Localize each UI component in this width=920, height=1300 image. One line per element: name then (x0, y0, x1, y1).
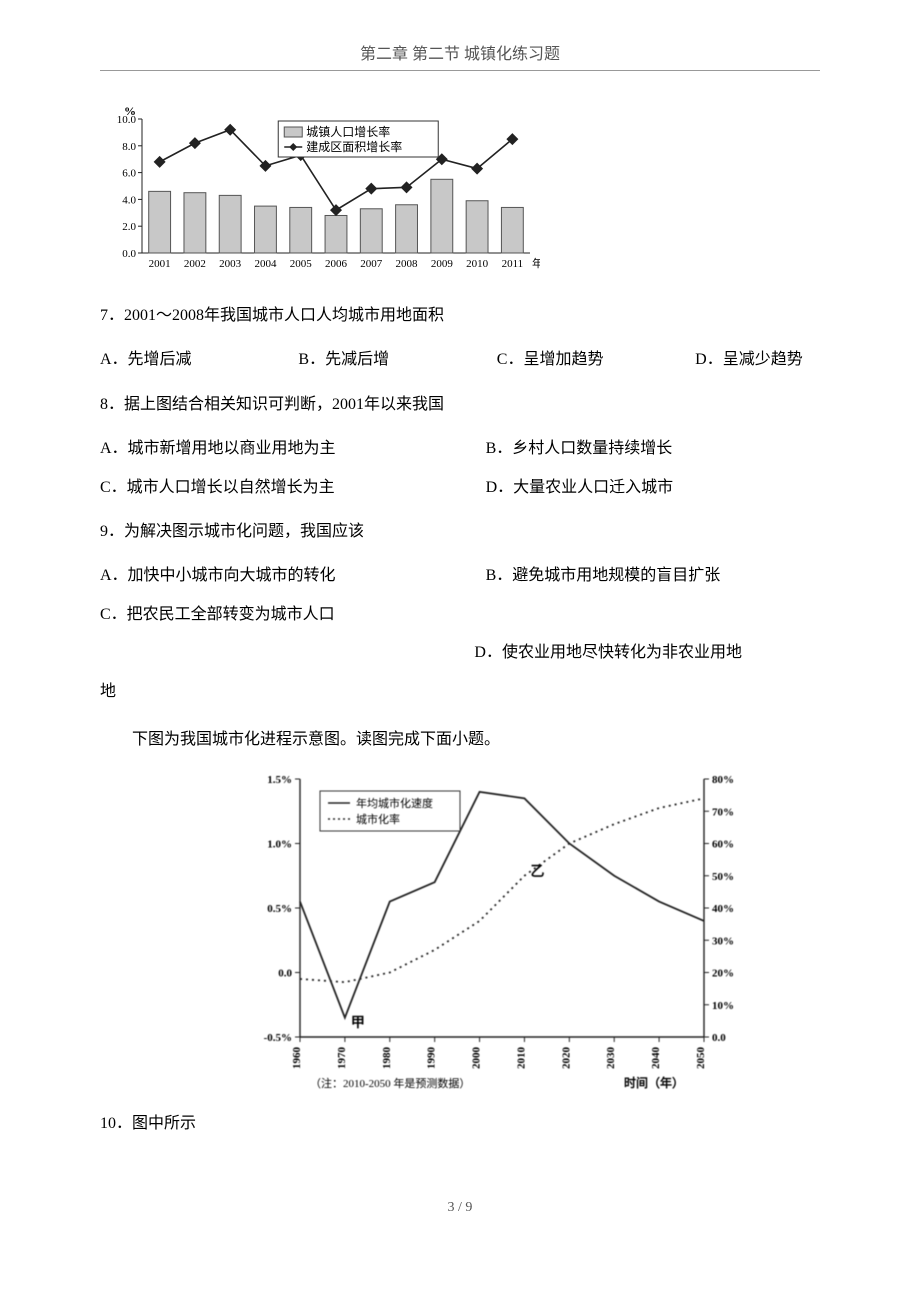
chart1-container: 0.02.04.06.08.010.0%20012002200320042005… (100, 101, 820, 281)
svg-text:2003: 2003 (219, 258, 242, 270)
svg-text:1990: 1990 (426, 1047, 438, 1070)
svg-text:2010: 2010 (515, 1047, 527, 1070)
q9-options-1: A．加快中小城市向大城市的转化 B．避免城市用地规模的盲目扩张 (100, 561, 820, 591)
svg-text:50%: 50% (712, 871, 734, 883)
svg-text:40%: 40% (712, 903, 734, 915)
svg-text:2007: 2007 (360, 258, 383, 270)
svg-text:2009: 2009 (431, 258, 454, 270)
svg-text:1980: 1980 (381, 1047, 393, 1070)
svg-text:1.5%: 1.5% (267, 774, 292, 786)
svg-text:70%: 70% (712, 807, 734, 819)
svg-text:0.5%: 0.5% (267, 903, 292, 915)
svg-text:2040: 2040 (650, 1047, 662, 1070)
svg-text:时间（年）: 时间（年） (624, 1075, 684, 1090)
q7-D: D．呈减少趋势 (695, 345, 853, 375)
svg-text:1960: 1960 (291, 1047, 303, 1070)
q9-D: D．使农业用地尽快转化为非农业用地 (474, 638, 820, 668)
svg-text:6.0: 6.0 (122, 168, 136, 180)
q8-text: 8．据上图结合相关知识可判断，2001年以来我国 (100, 390, 820, 420)
svg-text:2.0: 2.0 (122, 221, 136, 233)
q8-C: C．城市人口增长以自然增长为主 (100, 473, 446, 503)
q7-A: A．先增后减 (100, 345, 258, 375)
svg-text:建成区面积增长率: 建成区面积增长率 (306, 139, 402, 154)
svg-text:0.0: 0.0 (712, 1032, 726, 1044)
svg-text:2005: 2005 (290, 258, 313, 270)
chart2: -0.5% 0.0 0.5% 1.0% 1.5% 0.0 10% 20% 30% 40% 50% 60… (240, 765, 760, 1095)
svg-text:乙: 乙 (530, 864, 544, 880)
svg-text:2000: 2000 (471, 1047, 483, 1070)
q7-C: C．呈增加趋势 (497, 345, 655, 375)
page-header: 第二章 第二节 城镇化练习题 (100, 40, 820, 71)
svg-text:2006: 2006 (325, 258, 348, 270)
svg-text:8.0: 8.0 (122, 141, 136, 153)
svg-text:2004: 2004 (254, 258, 276, 270)
svg-text:-0.5%: -0.5% (264, 1032, 292, 1044)
q10-text: 10．图中所示 (100, 1109, 820, 1139)
chart1: 0.02.04.06.08.010.0%20012002200320042005… (100, 101, 540, 281)
q7-B: B．先减后增 (298, 345, 456, 375)
q9-B: B．避免城市用地规模的盲目扩张 (486, 561, 832, 591)
q8-A: A．城市新增用地以商业用地为主 (100, 434, 446, 464)
header-title: 第二章 第二节 城镇化练习题 (360, 46, 560, 63)
svg-text:2008: 2008 (396, 258, 419, 270)
svg-text:1.0%: 1.0% (267, 839, 292, 851)
svg-text:0.0: 0.0 (278, 968, 292, 980)
svg-text:2011: 2011 (502, 258, 524, 270)
q7-text: 7．2001～2008年我国城市人口人均城市用地面积 (100, 301, 820, 331)
q9-A: A．加快中小城市向大城市的转化 (100, 561, 446, 591)
q9-options-2: C．把农民工全部转变为城市人口 (100, 600, 820, 630)
svg-text:1970: 1970 (336, 1047, 348, 1070)
svg-text:甲: 甲 (351, 1015, 365, 1031)
svg-text:（注：2010-2050 年是预测数据）: （注：2010-2050 年是预测数据） (310, 1076, 470, 1090)
q9-tail: 地 (100, 677, 820, 707)
svg-text:2050: 2050 (695, 1047, 707, 1070)
svg-text:年: 年 (532, 256, 540, 270)
svg-text:2002: 2002 (184, 258, 206, 270)
svg-text:年均城市化速度: 年均城市化速度 (356, 796, 433, 810)
svg-text:4.0: 4.0 (122, 194, 136, 206)
q8-B: B．乡村人口数量持续增长 (486, 434, 832, 464)
svg-text:2030: 2030 (605, 1047, 617, 1070)
q9-text: 9．为解决图示城市化问题，我国应该 (100, 517, 820, 547)
q9-options-3: D．使农业用地尽快转化为非农业用地 (100, 638, 820, 668)
q9-C: C．把农民工全部转变为城市人口 (100, 600, 446, 630)
svg-text:0.0: 0.0 (122, 248, 136, 260)
page-number: 3 / 9 (448, 1200, 473, 1215)
svg-text:2001: 2001 (149, 258, 171, 270)
svg-text:城镇人口增长率: 城镇人口增长率 (306, 124, 390, 139)
svg-text:60%: 60% (712, 839, 734, 851)
svg-text:80%: 80% (712, 774, 734, 786)
svg-text:30%: 30% (712, 936, 734, 948)
svg-text:10%: 10% (712, 1000, 734, 1012)
svg-text:2020: 2020 (560, 1047, 572, 1070)
chart2-container: -0.5% 0.0 0.5% 1.0% 1.5% 0.0 10% 20% 30% 40% 50% 60… (240, 765, 760, 1095)
svg-text:%: % (124, 104, 136, 118)
svg-text:20%: 20% (712, 968, 734, 980)
q7-options: A．先增后减 B．先减后增 C．呈增加趋势 D．呈减少趋势 (100, 345, 820, 375)
svg-text:2010: 2010 (466, 258, 489, 270)
q8-options-2: C．城市人口增长以自然增长为主 D．大量农业人口迁入城市 (100, 473, 820, 503)
stem2: 下图为我国城市化进程示意图。读图完成下面小题。 (100, 725, 820, 755)
q8-options-1: A．城市新增用地以商业用地为主 B．乡村人口数量持续增长 (100, 434, 820, 464)
q8-D: D．大量农业人口迁入城市 (486, 473, 832, 503)
page-footer: 3 / 9 (100, 1200, 820, 1216)
svg-text:城市化率: 城市化率 (356, 812, 400, 826)
